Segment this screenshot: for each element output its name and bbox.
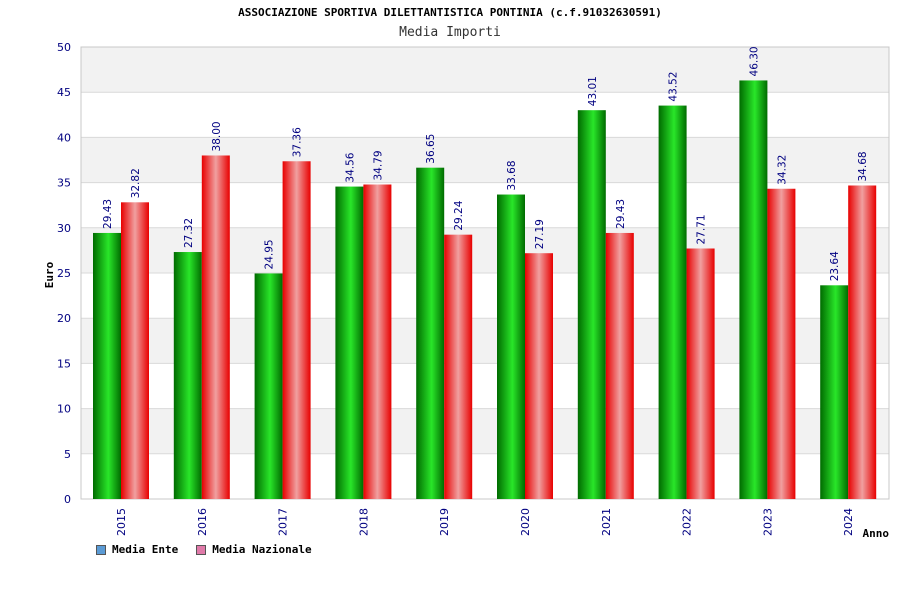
chart-title: ASSOCIAZIONE SPORTIVA DILETTANTISTICA PO… <box>238 6 662 19</box>
grid-band <box>81 47 889 93</box>
x-tick-label: 2017 <box>277 508 290 536</box>
y-tick-label: 30 <box>57 222 71 235</box>
y-axis: 0 5 10 15 20 25 30 35 40 45 50 <box>57 41 71 506</box>
y-tick-label: 10 <box>57 403 71 416</box>
y-axis-label: Euro <box>43 261 56 288</box>
data-label: 34.68 <box>857 151 869 181</box>
bar-media-nazionale-2022 <box>686 248 715 499</box>
legend-item-media-ente: Media Ente <box>96 543 178 556</box>
x-tick-label: 2023 <box>761 508 774 536</box>
bar-media-nazionale-2020 <box>525 253 553 499</box>
data-label: 23.64 <box>829 251 841 281</box>
x-tick-label: 2024 <box>842 508 855 536</box>
data-label: 43.01 <box>587 76 599 106</box>
data-label: 29.43 <box>615 199 627 229</box>
x-tick-label: 2015 <box>115 508 128 536</box>
chart-subtitle: Media Importi <box>399 25 501 40</box>
data-label: 32.82 <box>130 168 142 198</box>
x-tick-label: 2021 <box>600 508 613 536</box>
legend-swatch-nazionale <box>196 544 207 555</box>
data-label: 34.32 <box>776 155 788 185</box>
legend-label-ente: Media Ente <box>112 543 179 556</box>
data-label: 27.32 <box>183 218 195 248</box>
data-label: 34.79 <box>372 150 384 180</box>
plot-border <box>80 46 890 500</box>
bar-media-ente-2020 <box>497 194 525 499</box>
bar-media-ente-2022 <box>658 105 687 500</box>
bar-media-ente-2021 <box>577 110 606 499</box>
x-tick-label: 2016 <box>196 508 209 536</box>
data-label: 34.56 <box>344 152 356 182</box>
x-tick-label: 2020 <box>519 508 532 536</box>
bar-media-ente-2019 <box>416 167 445 499</box>
data-label: 29.24 <box>453 200 465 230</box>
x-axis-label: Anno <box>863 527 890 540</box>
bar-media-nazionale-2023 <box>767 188 796 499</box>
data-label: 27.71 <box>696 214 708 244</box>
x-tick-label: 2018 <box>357 508 370 536</box>
bar-media-nazionale-2015 <box>121 202 149 500</box>
data-label: 43.52 <box>668 72 680 102</box>
y-tick-label: 50 <box>57 41 71 54</box>
data-label: 33.68 <box>506 160 518 190</box>
x-axis: 2015 2016 2017 2018 2019 2020 2021 2022 2023 2024 <box>115 508 855 536</box>
legend-label-nazionale: Media Nazionale <box>212 543 312 556</box>
x-tick-label: 2019 <box>438 508 451 536</box>
data-label: 46.30 <box>748 46 760 76</box>
data-label: 37.36 <box>292 127 304 157</box>
data-label: 29.43 <box>102 199 114 229</box>
y-tick-label: 15 <box>57 357 71 370</box>
bar-media-ente-2023 <box>739 80 768 499</box>
legend: Media Ente Media Nazionale <box>96 543 312 556</box>
bar-media-ente-2018 <box>335 186 364 499</box>
y-tick-label: 25 <box>57 267 71 280</box>
y-tick-label: 40 <box>57 131 71 144</box>
data-label: 38.00 <box>211 121 223 151</box>
y-tick-label: 35 <box>57 177 71 190</box>
bars-group: 29.43 32.82 27.32 38.00 24.95 37.36 34.56 34.79… <box>93 46 877 500</box>
y-tick-label: 0 <box>64 493 71 506</box>
bar-media-nazionale-2021 <box>605 232 634 499</box>
data-label: 36.65 <box>425 134 437 164</box>
bar-media-ente-2024 <box>820 285 849 499</box>
bar-media-nazionale-2018 <box>363 184 392 499</box>
bar-media-nazionale-2016 <box>201 155 230 500</box>
bar-media-ente-2017 <box>254 273 283 499</box>
bar-media-nazionale-2019 <box>444 234 473 499</box>
data-label: 27.19 <box>534 219 546 249</box>
y-tick-label: 20 <box>57 312 71 325</box>
y-tick-label: 5 <box>64 448 71 461</box>
data-label: 24.95 <box>264 239 276 269</box>
bar-media-nazionale-2024 <box>848 185 877 499</box>
grid-band <box>81 92 889 138</box>
bar-media-nazionale-2017 <box>282 161 311 499</box>
y-tick-label: 45 <box>57 86 71 99</box>
bar-media-ente-2016 <box>173 252 202 499</box>
x-tick-label: 2022 <box>681 508 694 536</box>
legend-swatch-ente <box>96 544 106 555</box>
legend-item-media-nazionale: Media Nazionale <box>196 543 312 556</box>
bar-media-ente-2015 <box>93 232 121 499</box>
